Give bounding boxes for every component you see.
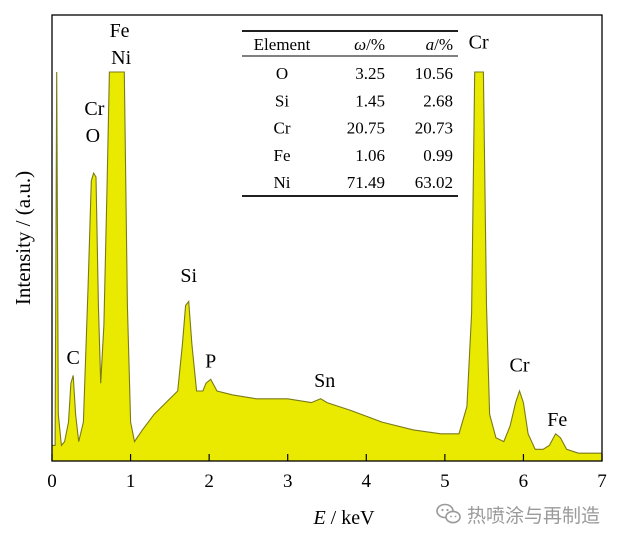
- x-tick-label: 4: [362, 471, 372, 492]
- x-axis-label-unit: / keV: [326, 507, 375, 529]
- table-cell: 3.25: [355, 64, 385, 83]
- wechat-icon: [436, 503, 461, 524]
- spectrum-outline: [52, 71, 602, 454]
- table-cell: 63.02: [415, 173, 453, 192]
- x-axis-label: E / keV: [312, 507, 375, 529]
- watermark: 热喷涂与再制造: [436, 503, 600, 527]
- table-cell: O: [276, 64, 288, 83]
- x-tick-label: 5: [440, 471, 450, 492]
- peak-label: Ni: [111, 47, 131, 69]
- table-header-unit: /%: [366, 35, 385, 54]
- table-cell: 1.45: [355, 91, 385, 110]
- table-header-cell: Element: [254, 35, 311, 54]
- table-cell: 2.68: [423, 91, 453, 110]
- peak-label: O: [86, 125, 100, 147]
- table-header-unit: /%: [434, 35, 453, 54]
- table-header-cell: ω/%: [354, 35, 385, 54]
- table-header-symbol: Element: [254, 35, 311, 54]
- table-cell: Si: [275, 91, 289, 110]
- y-axis-label: Intensity / (a.u.): [11, 171, 35, 305]
- table-cell: 0.99: [423, 146, 453, 165]
- peak-label: C: [67, 347, 80, 369]
- x-tick-label: 3: [283, 471, 293, 492]
- peak-label: Sn: [314, 370, 335, 392]
- table-header-cell: a/%: [426, 35, 453, 54]
- x-tick-label: 6: [519, 471, 529, 492]
- peak-label: Fe: [547, 409, 567, 431]
- x-axis-ticks: [51, 454, 603, 461]
- table-cell: 10.56: [415, 64, 453, 83]
- table-header-symbol: a: [426, 35, 435, 54]
- table-header-symbol: ω: [354, 35, 366, 54]
- x-tick-label: 1: [126, 471, 136, 492]
- peak-label: Fe: [110, 20, 130, 42]
- peak-label: Cr: [84, 98, 104, 120]
- table-cell: 20.73: [415, 119, 453, 138]
- x-tick-label: 7: [597, 471, 607, 492]
- table-cell: Cr: [274, 119, 291, 138]
- table-cell: 71.49: [347, 173, 385, 192]
- plot-area: [51, 14, 603, 462]
- table-cell: Fe: [274, 146, 291, 165]
- x-tick-label: 2: [204, 471, 214, 492]
- table-cell: Ni: [274, 173, 291, 192]
- spectrum-area: [52, 72, 602, 461]
- x-tick-label: 0: [47, 471, 57, 492]
- peak-label: Cr: [510, 355, 530, 377]
- table-cell: 20.75: [347, 119, 385, 138]
- peak-label: Si: [180, 265, 197, 287]
- peak-label: P: [205, 351, 216, 373]
- peak-labels: Fe Ni Cr O C Si P Sn Cr Cr Fe: [67, 20, 568, 431]
- watermark-text: 热喷涂与再制造: [467, 505, 600, 527]
- plot-frame: [51, 14, 603, 462]
- peak-label: Cr: [469, 32, 489, 54]
- x-axis-label-symbol: E: [312, 507, 325, 529]
- x-axis-tick-labels: 0 1 2 3 4 5 6 7: [47, 471, 607, 492]
- table-cell: 1.06: [355, 146, 385, 165]
